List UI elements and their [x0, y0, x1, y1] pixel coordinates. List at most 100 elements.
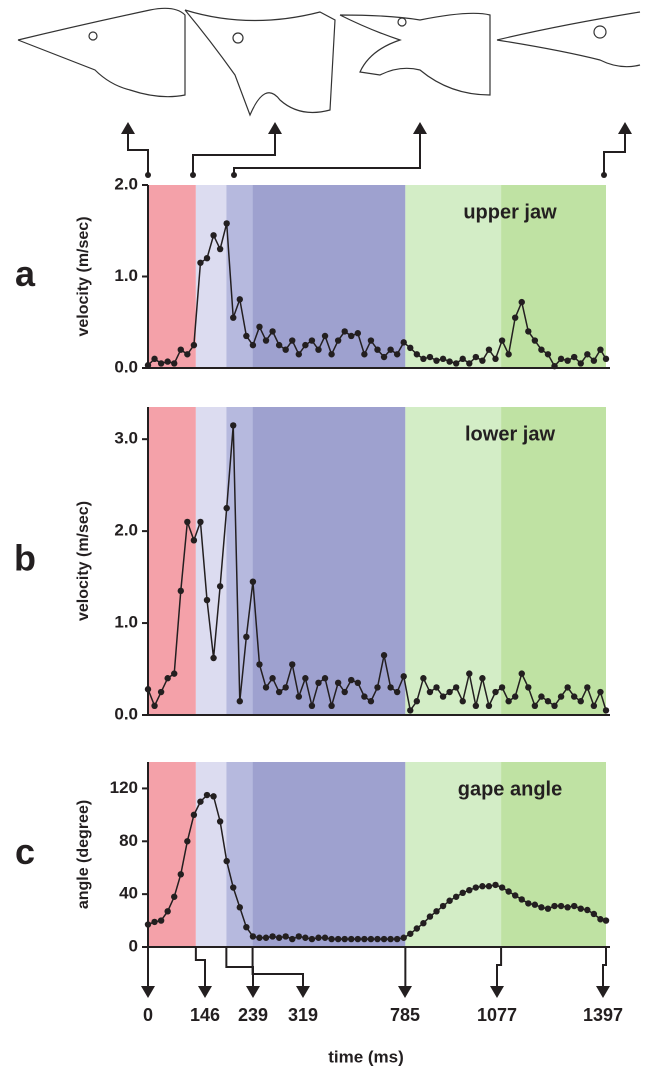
data-point [177, 587, 184, 595]
data-point [151, 702, 158, 710]
data-point [315, 934, 322, 941]
panel-letter: a [15, 253, 36, 294]
data-point [525, 900, 532, 907]
data-point [374, 684, 381, 691]
phase-band [148, 762, 196, 947]
data-point [544, 351, 552, 358]
data-point [400, 934, 407, 941]
data-point [321, 934, 329, 941]
x-tick-label: 785 [390, 1005, 420, 1025]
y-tick-label: 1.0 [114, 613, 138, 632]
y-tick-label: 1.0 [114, 266, 138, 285]
data-point [577, 360, 584, 367]
data-point [262, 337, 270, 344]
data-point [236, 698, 243, 705]
x-axis-label: time (ms) [328, 1047, 404, 1066]
data-point [210, 232, 217, 239]
data-point [223, 857, 230, 865]
data-point [315, 346, 322, 353]
phase-band [405, 185, 502, 368]
data-point [492, 355, 499, 363]
y-tick-label: 2.0 [114, 174, 138, 193]
data-point [472, 884, 480, 891]
connector-dot [601, 172, 607, 178]
x-tick-label: 1077 [477, 1005, 517, 1025]
data-point [479, 675, 486, 682]
y-axis-label: velocity (m/sec) [75, 501, 92, 621]
data-point [426, 353, 434, 361]
data-point [341, 935, 348, 943]
data-point [374, 935, 381, 943]
data-point [256, 934, 263, 941]
data-point [151, 355, 158, 363]
data-point [236, 296, 243, 303]
connector [192, 132, 276, 175]
data-point [459, 355, 466, 363]
data-point [315, 679, 322, 687]
data-point [210, 793, 217, 800]
data-point [525, 684, 532, 691]
arrowhead [490, 986, 504, 998]
data-point [171, 670, 178, 677]
y-axis-label: angle (degree) [75, 800, 92, 909]
arrowhead [596, 986, 610, 998]
data-point [426, 913, 434, 920]
data-point [485, 883, 493, 890]
data-point [157, 360, 165, 367]
shark-head-1 [17, 7, 186, 98]
data-point [518, 298, 525, 306]
data-point [275, 688, 283, 696]
data-point [367, 935, 375, 943]
data-point [439, 355, 447, 363]
data-point [282, 346, 289, 353]
data-point [321, 332, 329, 340]
data-point [177, 871, 184, 878]
data-point [505, 698, 512, 705]
data-point [525, 328, 532, 335]
data-point [420, 355, 427, 363]
data-point [184, 838, 191, 845]
phase-band [501, 762, 606, 947]
data-point [354, 935, 362, 943]
data-point [190, 537, 198, 544]
data-point [256, 661, 263, 668]
data-point [505, 888, 512, 895]
data-point [184, 518, 191, 526]
data-point [479, 357, 486, 364]
data-point [400, 339, 407, 346]
data-point [551, 362, 558, 370]
shark-eye [593, 25, 607, 39]
data-point [466, 886, 473, 894]
data-point [459, 698, 466, 705]
data-point [420, 675, 427, 682]
data-point [557, 355, 565, 363]
phase-band [148, 185, 196, 368]
data-point [275, 341, 283, 349]
data-point [452, 893, 460, 900]
data-point [466, 360, 473, 367]
data-point [472, 702, 480, 710]
data-point [407, 344, 414, 352]
data-point [230, 314, 237, 321]
data-point [498, 337, 506, 344]
data-point [328, 935, 335, 943]
y-tick-label: 3.0 [114, 429, 138, 448]
data-point [361, 935, 368, 943]
phase-connectors [121, 122, 632, 178]
phase-band [501, 407, 606, 715]
data-point [243, 332, 250, 340]
data-point [597, 688, 604, 696]
data-point [197, 259, 204, 266]
data-point [348, 332, 355, 340]
y-tick-label: 2.0 [114, 521, 138, 540]
data-point [308, 935, 316, 943]
panel-letter: b [14, 538, 36, 579]
data-point [374, 346, 381, 353]
data-point [531, 337, 539, 344]
data-point [157, 917, 165, 924]
data-point [426, 688, 434, 696]
shark-eye [232, 32, 244, 44]
data-point [164, 908, 171, 915]
data-point [328, 702, 335, 710]
